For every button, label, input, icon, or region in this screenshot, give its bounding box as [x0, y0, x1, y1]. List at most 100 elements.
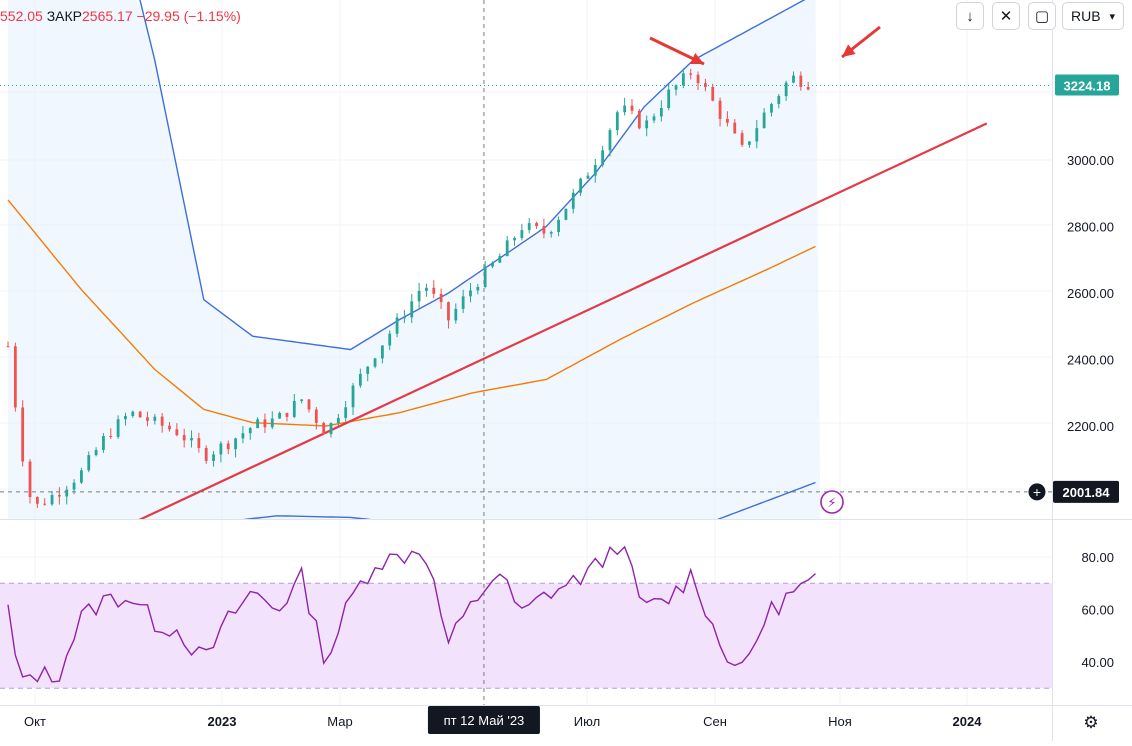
- candle-body: [740, 133, 744, 145]
- candle-body: [681, 73, 685, 86]
- candle-body: [351, 385, 355, 408]
- candle-body: [689, 73, 693, 75]
- band-fill: [8, 0, 821, 519]
- add-price-alert-icon: [1027, 482, 1047, 502]
- candle-body: [491, 262, 494, 267]
- candle-body: [586, 175, 590, 179]
- candle-body: [270, 418, 274, 428]
- candle-body: [57, 495, 61, 497]
- annotations: [649, 25, 881, 66]
- candle-body: [43, 503, 47, 505]
- candle-body: [50, 495, 54, 505]
- candle-body: [329, 423, 333, 435]
- candle-body: [762, 112, 766, 129]
- candle-body: [601, 150, 605, 165]
- rsi-tick-label: 80.00: [1081, 550, 1114, 565]
- candle-body: [307, 399, 311, 410]
- time-tick-label: Окт: [24, 714, 46, 729]
- candlestick-series: [6, 68, 810, 508]
- plus-icon: +: [1033, 484, 1041, 500]
- candle-body: [615, 112, 619, 131]
- candle-body: [637, 110, 641, 129]
- time-tick-label: Мар: [327, 714, 352, 729]
- candle-body: [13, 346, 17, 408]
- candle-body: [395, 317, 399, 334]
- candle-body: [770, 103, 773, 113]
- arrow-head-icon: [690, 53, 704, 65]
- candle-body: [608, 130, 612, 151]
- fullscreen-icon[interactable]: ▢: [1028, 2, 1056, 30]
- candle-body: [388, 333, 392, 346]
- candle-body: [109, 436, 113, 438]
- candle-body: [674, 85, 678, 90]
- currency-select[interactable]: RUB ▾: [1062, 2, 1124, 30]
- candle-body: [131, 411, 135, 416]
- candle-body: [336, 417, 340, 424]
- candle-body: [623, 105, 627, 113]
- candle-body: [718, 100, 722, 119]
- candle-body: [358, 373, 362, 386]
- candle-body: [278, 412, 282, 419]
- candle-body: [314, 409, 318, 423]
- candle-body: [498, 256, 502, 263]
- time-tick-label: 2024: [953, 714, 983, 729]
- candle-body: [476, 286, 480, 291]
- candle-body: [366, 366, 370, 374]
- candle-body: [659, 108, 663, 117]
- last-price-label: 3224.18: [1064, 78, 1111, 93]
- chevron-down-icon: ▾: [1109, 10, 1115, 23]
- candle-body: [513, 237, 516, 241]
- price-tick-label: 2800.00: [1067, 220, 1114, 235]
- candle-body: [160, 416, 164, 426]
- candle-body: [432, 287, 436, 294]
- candle-body: [711, 86, 715, 101]
- legend-change: −29.95 (−1.15%): [136, 8, 241, 24]
- candle-body: [535, 223, 538, 227]
- candle-body: [344, 407, 348, 418]
- candle-body: [285, 412, 289, 417]
- candle-body: [417, 290, 421, 302]
- crosshair-date-badge: [427, 706, 540, 734]
- rsi-band-fill: [0, 583, 1052, 689]
- candle-body: [784, 82, 788, 97]
- candle-body: [116, 419, 120, 437]
- candle-body: [461, 296, 465, 309]
- candle-body: [138, 411, 142, 418]
- price-tick-label: 2200.00: [1067, 419, 1114, 434]
- candle-body: [571, 192, 575, 209]
- candle-body: [579, 178, 582, 193]
- candle-body: [505, 240, 509, 257]
- candle-body: [322, 422, 326, 435]
- currency-label: RUB: [1071, 8, 1101, 24]
- candle-body: [241, 433, 245, 439]
- arrow-down-icon[interactable]: ↓: [956, 2, 984, 30]
- candle-body: [792, 75, 795, 83]
- price-tick-label: 2600.00: [1067, 286, 1114, 301]
- candle-body: [557, 219, 560, 233]
- crosshair-price-badge: [1053, 480, 1119, 503]
- candle-body: [593, 164, 597, 176]
- candle-body: [87, 455, 91, 471]
- candle-body: [28, 461, 32, 498]
- candle-body: [645, 120, 649, 129]
- gear-icon[interactable]: ⚙: [1083, 713, 1099, 732]
- candle-body: [483, 266, 487, 287]
- arrow-head-icon: [842, 44, 856, 57]
- ohlc-legend: 552.05 ЗАКР2565.17 −29.95 (−1.15%): [0, 8, 241, 24]
- collapse-icon[interactable]: ✕: [992, 2, 1020, 30]
- candle-body: [72, 482, 76, 490]
- trendline: [138, 122, 988, 519]
- candle-body: [6, 346, 10, 348]
- candle-body: [630, 105, 634, 111]
- candle-body: [549, 232, 553, 234]
- price-tick-label: 2400.00: [1067, 353, 1114, 368]
- candle-body: [300, 399, 304, 401]
- candle-body: [454, 308, 458, 321]
- candle-body: [263, 419, 267, 428]
- lower-band-line: [242, 481, 816, 519]
- legend-close-label: ЗАКР: [46, 8, 83, 24]
- candle-body: [726, 118, 729, 123]
- crosshair-price-label: 2001.84: [1063, 485, 1111, 500]
